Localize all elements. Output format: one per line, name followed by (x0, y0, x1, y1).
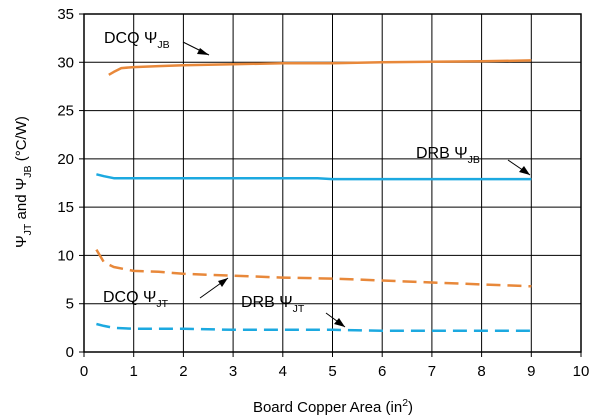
x-tick-label: 1 (130, 363, 138, 380)
annotation-dcq-jb: DCQ ΨJB (104, 30, 210, 56)
x-axis-title-end: ) (408, 399, 413, 416)
annotation-dcq-jb-label: DCQ Ψ (104, 30, 157, 47)
annotation-dcq-jb-sub: JB (157, 39, 169, 51)
x-axis-title-sup: 2 (402, 397, 408, 409)
x-tick-label: 6 (378, 363, 386, 380)
series-line-dcq-jt (95, 248, 532, 288)
x-axis-title: Board Copper Area (in2) (253, 397, 413, 416)
annotation-drb-jb-arrowhead (519, 166, 530, 175)
x-tick-label: 2 (179, 363, 187, 380)
y-axis-title-sub2: JB (22, 165, 34, 177)
annotation-dcq-jt-sub: JT (156, 298, 168, 310)
y-tick-label: 10 (57, 247, 74, 264)
x-tick-label: 0 (80, 363, 88, 380)
y-tick-label: 20 (57, 151, 74, 168)
x-axis-ticks: 0 1 2 3 4 5 6 7 8 9 10 (80, 352, 590, 380)
y-tick-label: 0 (66, 344, 74, 361)
annotation-drb-jt-label: DRB Ψ (241, 294, 293, 311)
grid-lines (84, 14, 581, 352)
y-axis-title-sub1: JT (22, 223, 34, 235)
y-tick-label: 35 (57, 6, 74, 23)
series-lines (95, 59, 532, 333)
svg-text:DRB ΨJB: DRB ΨJB (416, 145, 480, 166)
y-tick-label: 30 (57, 54, 74, 71)
x-tick-label: 7 (428, 363, 436, 380)
annotation-drb-jt-sub: JT (293, 303, 305, 315)
y-axis-title-mid: and (13, 190, 30, 223)
annotation-drb-jb-label: DRB Ψ (416, 145, 468, 162)
annotation-drb-jt: DRB ΨJT (241, 294, 346, 328)
x-tick-label: 5 (328, 363, 336, 380)
series-line-drb-jt (96, 322, 532, 333)
x-tick-label: 4 (279, 363, 287, 380)
annotation-drb-jt-arrowhead (334, 318, 345, 327)
annotation-drb-jb: DRB ΨJB (416, 145, 531, 176)
y-axis-title-psi1: Ψ (13, 235, 30, 248)
y-axis-title: ΨJT and ΨJB (°C/W) (13, 116, 34, 248)
svg-text:DCQ ΨJT: DCQ ΨJT (103, 289, 169, 310)
y-tick-label: 15 (57, 199, 74, 216)
annotation-dcq-jt-label: DCQ Ψ (103, 289, 156, 306)
annotation-dcq-jt: DCQ ΨJT (103, 277, 229, 310)
x-tick-label: 9 (527, 363, 535, 380)
x-tick-label: 10 (573, 363, 590, 380)
y-axis-title-psi2: Ψ (13, 178, 30, 191)
series-line-dcq-jb (108, 59, 532, 76)
annotation-dcq-jb-arrowhead (197, 48, 209, 55)
svg-text:DRB ΨJT: DRB ΨJT (241, 294, 305, 315)
y-axis-ticks: 0 5 10 15 20 25 30 35 (57, 6, 84, 361)
x-axis-title-main: Board Copper Area (in (253, 399, 402, 416)
annotation-dcq-jt-arrowhead (218, 278, 228, 287)
y-axis-title-end: (°C/W) (13, 116, 30, 165)
x-tick-label: 3 (229, 363, 237, 380)
series-line-drb-jb (96, 173, 532, 181)
svg-text:DCQ ΨJB: DCQ ΨJB (104, 30, 170, 51)
annotation-drb-jb-sub: JB (468, 154, 480, 166)
x-tick-label: 8 (477, 363, 485, 380)
y-tick-label: 5 (66, 296, 74, 313)
y-tick-label: 25 (57, 103, 74, 120)
